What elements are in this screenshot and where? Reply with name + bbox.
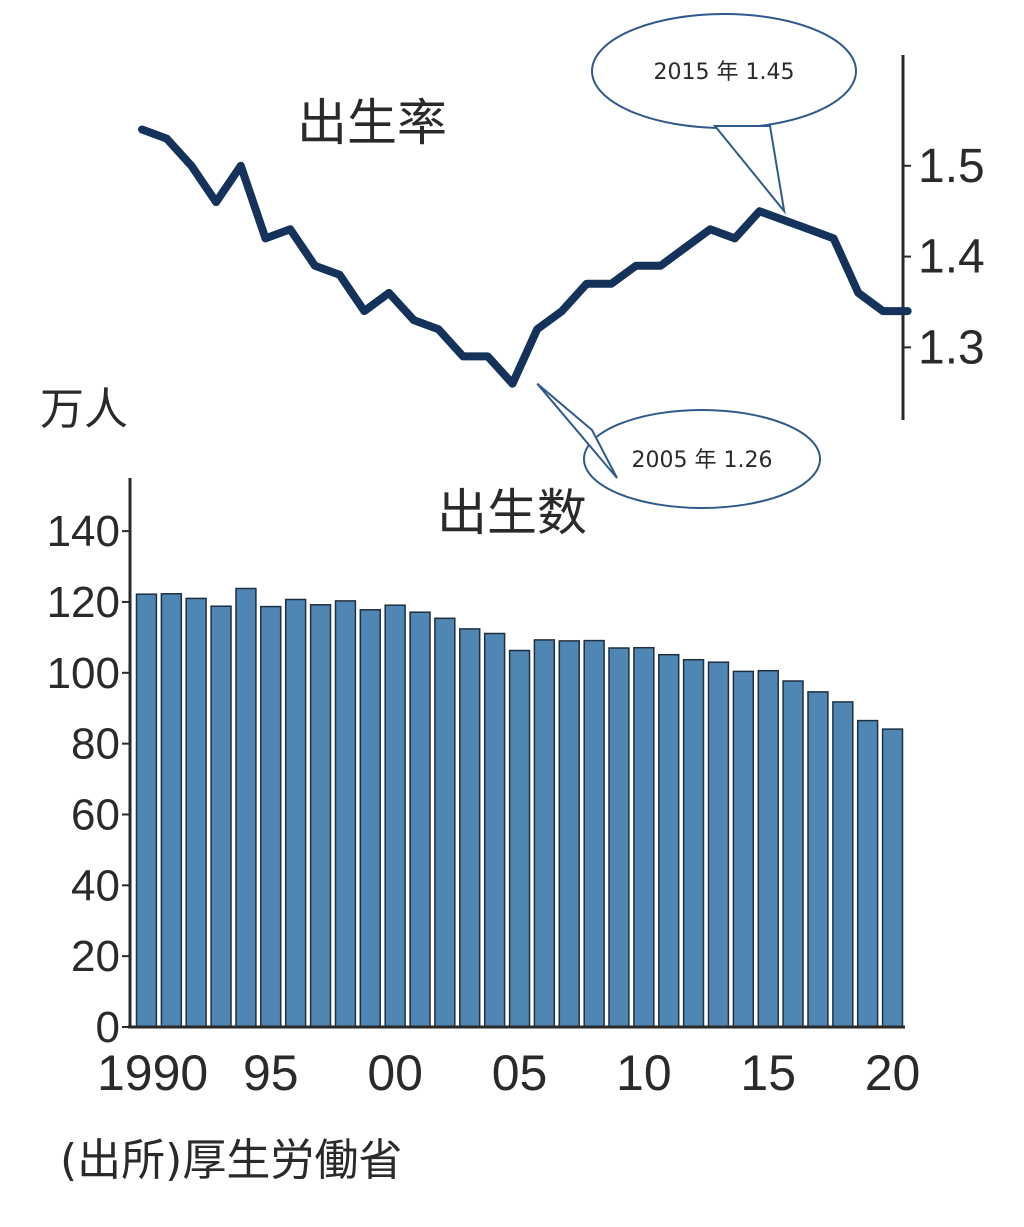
callout-pointer bbox=[712, 125, 786, 215]
bar-2015 bbox=[757, 669, 779, 1028]
bar-2008 bbox=[583, 639, 605, 1028]
rate-y-tick-label: 1.5 bbox=[918, 140, 985, 193]
births-x-tick-label: 95 bbox=[243, 1045, 299, 1101]
rate-y-tick-label: 1.4 bbox=[918, 231, 985, 284]
bar-1993 bbox=[210, 605, 232, 1028]
bar-1990 bbox=[135, 593, 158, 1028]
births-y-tick-label: 60 bbox=[71, 790, 120, 839]
bar-2014 bbox=[732, 670, 755, 1028]
bar-2005 bbox=[508, 649, 531, 1028]
bar-2001 bbox=[409, 611, 431, 1028]
bar-1999 bbox=[359, 609, 381, 1028]
bar-2004 bbox=[483, 632, 506, 1028]
births-x-tick-label: 10 bbox=[616, 1045, 672, 1101]
births-bars bbox=[135, 587, 904, 1028]
bar-1995 bbox=[260, 605, 282, 1028]
fertility-rate-chart: 出生率 1.3 1.4 1.5 2015 年 1.45 2005 年 1.26 bbox=[138, 13, 985, 509]
callout-2015: 2015 年 1.45 bbox=[591, 13, 857, 215]
bar-1998 bbox=[334, 600, 357, 1028]
births-bar-chart: 万人 出生数 0 20 40 60 80 100 120 140 1990 95 00 05 10 15… bbox=[40, 384, 920, 1101]
bar-1996 bbox=[284, 598, 307, 1028]
bar-2017 bbox=[807, 691, 829, 1028]
rate-y-tick-label: 1.3 bbox=[918, 321, 985, 374]
births-y-tick-label: 120 bbox=[47, 578, 120, 627]
bar-2011 bbox=[658, 653, 680, 1028]
births-x-tick-label: 05 bbox=[492, 1045, 548, 1101]
bar-2007 bbox=[558, 640, 580, 1028]
births-x-tick-label: 20 bbox=[865, 1045, 921, 1101]
source-note: (出所)厚生労働省 bbox=[60, 1135, 402, 1186]
births-x-tick-label: 00 bbox=[367, 1045, 423, 1101]
bar-2016 bbox=[782, 680, 804, 1028]
births-y-tick-label: 140 bbox=[47, 507, 120, 556]
callout-2005: 2005 年 1.26 bbox=[536, 382, 821, 509]
rate-callouts: 2015 年 1.45 2005 年 1.26 bbox=[536, 13, 857, 509]
births-y-tick-label: 100 bbox=[47, 649, 120, 698]
bar-2003 bbox=[459, 628, 481, 1028]
rate-chart-title: 出生率 bbox=[297, 94, 447, 152]
births-y-tick-label: 40 bbox=[71, 861, 120, 910]
bar-2000 bbox=[384, 604, 406, 1028]
bar-2013 bbox=[707, 661, 730, 1028]
rate-line-series bbox=[138, 125, 912, 388]
bar-2010 bbox=[633, 646, 655, 1028]
births-x-tick-label: 1990 bbox=[97, 1045, 208, 1101]
bar-2012 bbox=[682, 658, 705, 1028]
births-x-ticks: 1990 95 00 05 10 15 20 bbox=[97, 1045, 920, 1101]
bar-2009 bbox=[608, 647, 630, 1028]
births-y-tick-label: 0 bbox=[96, 1003, 120, 1052]
bar-1992 bbox=[185, 597, 207, 1028]
bar-1997 bbox=[309, 604, 332, 1028]
births-y-tick-label: 80 bbox=[71, 720, 120, 769]
bar-1994 bbox=[235, 587, 257, 1028]
bar-2002 bbox=[434, 617, 456, 1028]
births-y-unit-label: 万人 bbox=[40, 384, 128, 435]
callout-label: 2015 年 1.45 bbox=[654, 60, 795, 85]
callout-label: 2005 年 1.26 bbox=[632, 448, 773, 473]
callout-bubble bbox=[583, 409, 821, 509]
births-y-tick-label: 20 bbox=[71, 932, 120, 981]
births-y-ticks: 0 20 40 60 80 100 120 140 bbox=[47, 507, 130, 1052]
births-x-tick-label: 15 bbox=[740, 1045, 796, 1101]
callout-pointer bbox=[536, 382, 618, 479]
bar-1991 bbox=[160, 593, 183, 1028]
bar-2006 bbox=[533, 639, 556, 1028]
bar-2018 bbox=[832, 701, 854, 1028]
rate-y-ticks: 1.3 1.4 1.5 bbox=[903, 140, 985, 374]
bar-2019 bbox=[856, 719, 879, 1028]
bar-2020 bbox=[881, 728, 904, 1028]
births-chart-title: 出生数 bbox=[437, 484, 587, 542]
